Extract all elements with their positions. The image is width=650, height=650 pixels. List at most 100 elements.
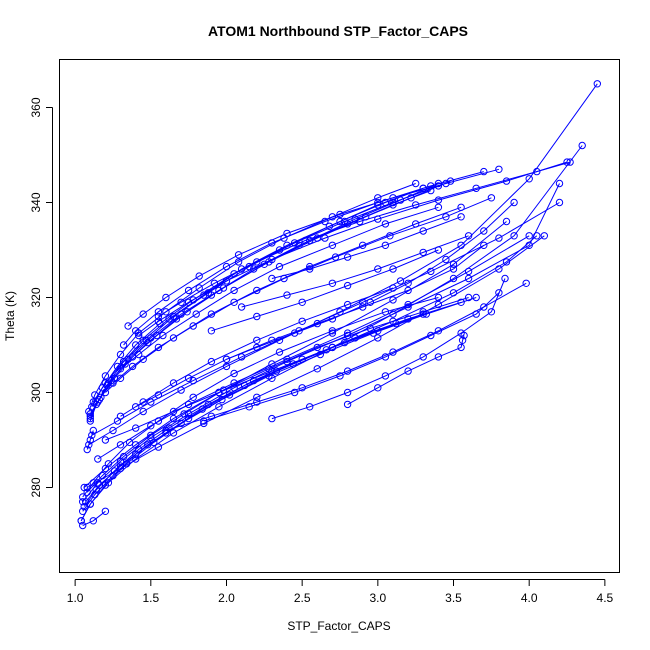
data-point <box>464 232 473 240</box>
data-point <box>183 308 191 316</box>
data-point <box>480 227 488 235</box>
data-point <box>132 455 140 463</box>
series-line-7 <box>123 171 484 346</box>
series-13 <box>109 194 496 387</box>
data-point <box>86 500 95 508</box>
data-point <box>207 357 216 366</box>
data-point <box>109 426 117 435</box>
data-point <box>419 248 427 257</box>
data-point <box>89 517 98 525</box>
data-point <box>253 336 261 344</box>
series-line-27 <box>203 292 500 422</box>
chart-title: ATOM1 Northbound STP_Factor_CAPS <box>208 23 468 39</box>
series-line-24 <box>86 235 545 488</box>
data-point <box>116 441 125 449</box>
data-point <box>449 260 458 268</box>
data-point <box>162 429 170 437</box>
data-point <box>219 386 228 394</box>
data-point <box>142 336 151 344</box>
data-point <box>147 422 155 430</box>
data-point <box>162 426 170 435</box>
data-point <box>328 343 337 352</box>
data-point <box>412 179 420 188</box>
data-point <box>396 277 405 285</box>
series-line-8 <box>127 168 500 327</box>
data-point <box>184 410 193 418</box>
data-point <box>215 286 223 295</box>
data-point <box>200 417 208 425</box>
data-point <box>195 284 203 292</box>
data-point <box>268 374 276 382</box>
data-point <box>389 310 397 318</box>
data-point <box>434 203 443 212</box>
y-axis-label: Theta (K) <box>3 291 17 341</box>
data-point <box>510 232 518 240</box>
data-point <box>237 303 246 311</box>
data-point <box>340 217 349 226</box>
data-point <box>210 279 219 287</box>
data-point <box>457 241 465 250</box>
data-point <box>487 194 496 202</box>
data-point <box>381 220 390 228</box>
data-point <box>132 341 140 349</box>
series-line-38 <box>82 510 106 526</box>
series-31 <box>116 284 397 420</box>
data-point <box>381 353 390 361</box>
data-point <box>139 407 147 416</box>
series-24 <box>83 232 548 492</box>
data-point <box>457 213 465 221</box>
data-point <box>275 336 284 344</box>
data-point <box>116 365 125 373</box>
x-tick-label: 3.5 <box>445 591 462 605</box>
series-line-28 <box>271 278 506 420</box>
data-point <box>389 296 397 304</box>
data-point <box>381 372 390 380</box>
data-point <box>502 258 511 266</box>
data-point <box>510 198 518 207</box>
data-point <box>321 234 329 242</box>
plot-series <box>77 80 601 530</box>
series-line-2 <box>89 183 439 417</box>
data-point <box>290 239 299 247</box>
data-point <box>328 279 337 287</box>
data-point <box>472 293 480 302</box>
data-point <box>336 372 344 380</box>
data-point <box>374 194 382 202</box>
series-34 <box>88 198 564 439</box>
series-18 <box>79 319 400 515</box>
data-point <box>268 360 276 368</box>
data-point <box>139 398 147 406</box>
data-point <box>83 445 91 454</box>
data-point <box>113 417 122 425</box>
data-point <box>331 253 340 261</box>
series-line-11 <box>120 206 439 370</box>
x-tick-label: 2.5 <box>294 591 311 605</box>
data-point <box>389 265 397 273</box>
data-point <box>253 312 261 321</box>
data-point <box>85 441 93 449</box>
series-11 <box>116 203 443 373</box>
series-line-21 <box>80 145 583 522</box>
data-point <box>192 310 200 318</box>
data-point <box>101 388 110 397</box>
y-tick-label: 320 <box>29 287 43 307</box>
data-point <box>525 232 533 240</box>
data-point <box>457 343 465 352</box>
data-point <box>412 201 420 209</box>
data-point <box>101 372 110 380</box>
data-point <box>230 286 238 295</box>
data-point <box>298 317 306 325</box>
x-axis-label: STP_Factor_CAPS <box>287 619 390 633</box>
data-point <box>132 403 140 411</box>
y-tick-label: 280 <box>29 477 43 497</box>
x-tick-label: 1.5 <box>142 591 159 605</box>
data-point <box>154 317 163 325</box>
data-point <box>306 403 314 411</box>
data-point <box>313 365 321 373</box>
data-point <box>189 393 197 401</box>
series-6 <box>86 177 455 418</box>
series-line-29 <box>347 335 465 405</box>
series-25 <box>101 232 541 444</box>
data-point <box>283 291 291 299</box>
data-point <box>427 182 435 190</box>
